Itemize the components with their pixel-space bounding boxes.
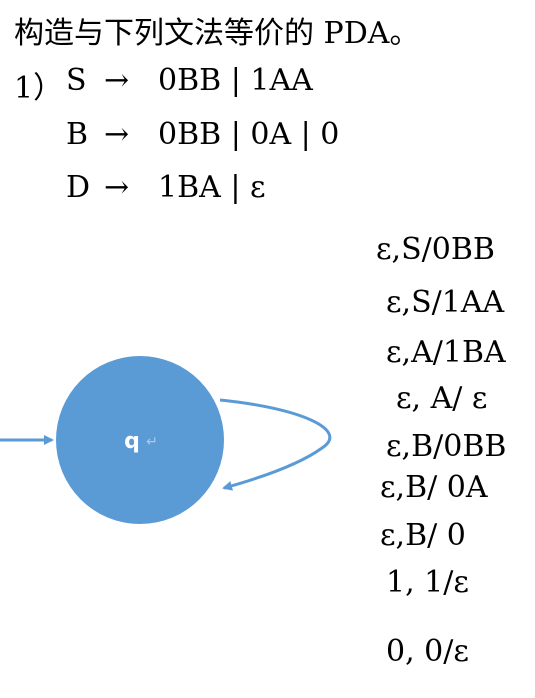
rule-b-lhs: B (66, 117, 89, 152)
pda-state-diagram: q ↵ (0, 356, 332, 524)
transition-label: 1, 1/ε (386, 565, 469, 600)
rule-d-rhs: 1BA | ε (158, 170, 266, 205)
self-loop-arrow (219, 398, 332, 491)
state-label: q (124, 429, 140, 454)
transition-label: ε,B/ 0 (380, 518, 466, 553)
transition-label: ε,B/ 0A (380, 470, 488, 505)
transition-label: ε,S/1AA (386, 285, 505, 320)
rule-b-arrow: → (104, 117, 130, 152)
transition-label: ε,S/0BB (376, 232, 495, 267)
rule-d-arrow: → (104, 170, 130, 205)
rule-b-rhs: 0BB | 0A | 0 (158, 117, 340, 152)
return-mark-icon: ↵ (146, 434, 158, 450)
rule-s-arrow: → (104, 63, 130, 98)
problem-title: 构造与下列文法等价的 PDA。 (14, 16, 420, 51)
state-q (56, 356, 224, 524)
rule-s-lhs: S (66, 63, 87, 98)
rule-d-lhs: D (66, 170, 91, 205)
grammar-number: 1） (14, 71, 64, 106)
transition-label: ε,B/0BB (386, 429, 507, 464)
transition-label: ε,A/1BA (386, 335, 506, 370)
rule-s-rhs: 0BB | 1AA (158, 63, 313, 98)
transition-label: ε, A/ ε (396, 381, 488, 416)
transition-label: 0, 0/ε (386, 634, 469, 669)
